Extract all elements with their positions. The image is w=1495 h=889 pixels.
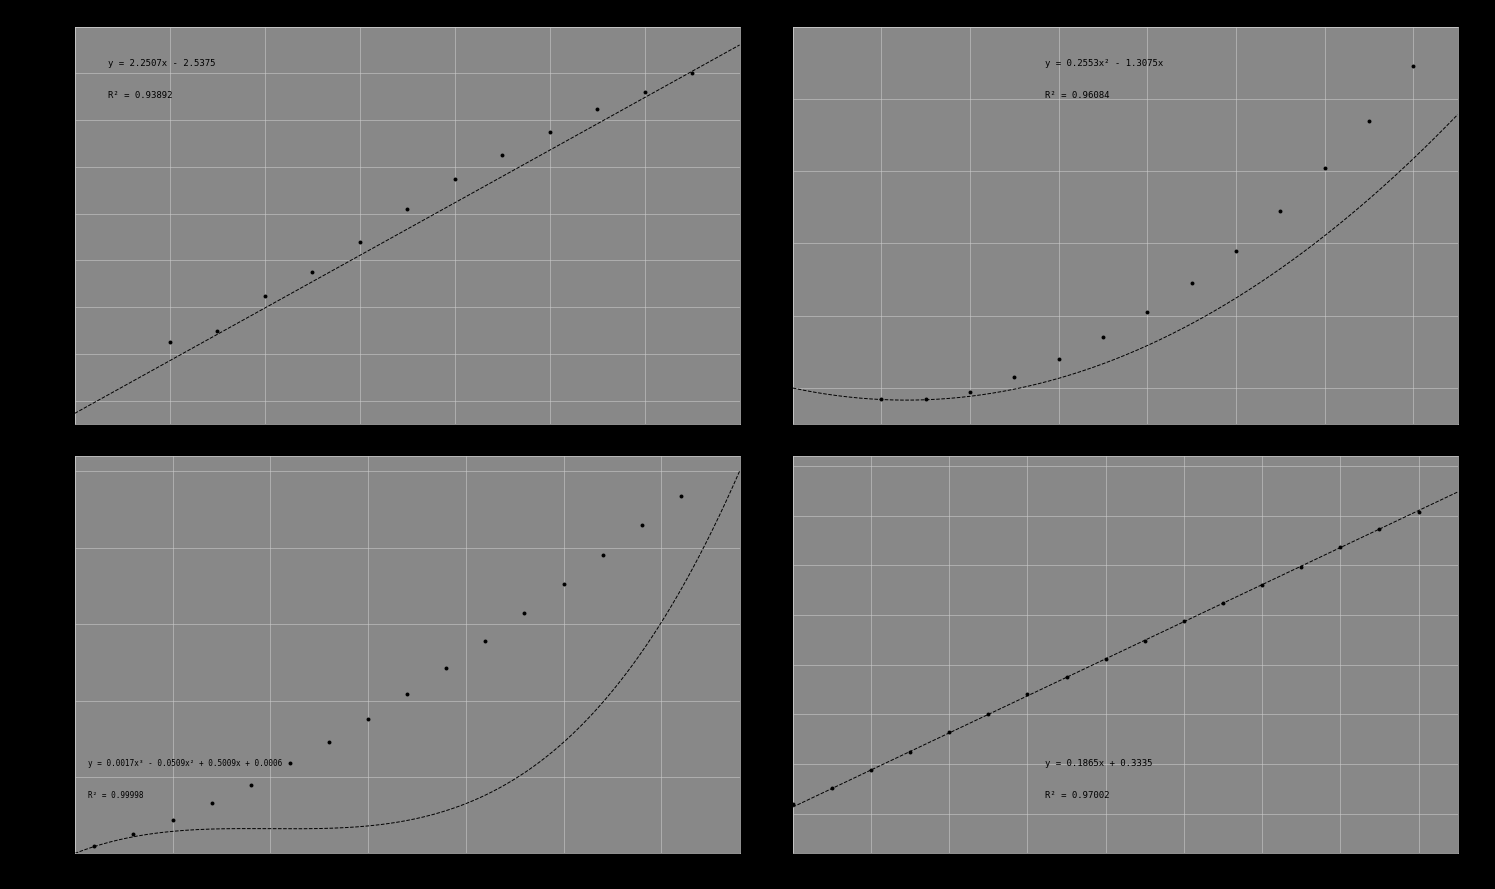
Point	[160, 813, 184, 827]
Point	[443, 172, 466, 186]
Point	[1135, 305, 1159, 319]
Point	[205, 324, 229, 338]
Text: y = 2.2507x - 2.5375: y = 2.2507x - 2.5375	[108, 60, 215, 68]
Point	[435, 661, 459, 676]
Point	[1368, 523, 1392, 537]
Point	[1003, 370, 1027, 384]
Point	[1401, 60, 1425, 74]
Text: y = 0.1865x + 0.3335: y = 0.1865x + 0.3335	[1045, 759, 1153, 768]
Point	[1250, 578, 1274, 592]
Point	[913, 392, 937, 406]
Point	[632, 85, 656, 100]
Point	[200, 796, 224, 810]
Text: R² = 0.93892: R² = 0.93892	[108, 92, 172, 100]
Point	[552, 577, 576, 591]
Point	[780, 797, 804, 811]
Point	[1054, 669, 1078, 684]
Text: R² = 0.96084: R² = 0.96084	[1045, 92, 1109, 100]
Point	[591, 549, 614, 563]
Point	[239, 778, 263, 792]
Point	[158, 335, 182, 349]
Point	[278, 757, 302, 771]
Point	[1046, 352, 1070, 366]
Point	[348, 235, 372, 249]
Point	[356, 712, 380, 726]
Point	[395, 202, 419, 216]
Point	[300, 265, 324, 279]
Point	[976, 708, 1000, 722]
Point	[538, 124, 562, 139]
Point	[629, 517, 653, 532]
Point	[958, 385, 982, 399]
Point	[82, 838, 106, 853]
Point	[1094, 652, 1118, 666]
Point	[1133, 634, 1157, 648]
Point	[1211, 596, 1235, 610]
Point	[1407, 504, 1431, 518]
Point	[898, 745, 922, 759]
Point	[474, 634, 498, 648]
Point	[1329, 541, 1353, 555]
Point	[513, 606, 537, 621]
Text: y = 0.2553x² - 1.3075x: y = 0.2553x² - 1.3075x	[1045, 60, 1163, 68]
Point	[1289, 560, 1313, 574]
Point	[680, 67, 704, 81]
Point	[1091, 331, 1115, 345]
Point	[1015, 687, 1039, 701]
Point	[1224, 244, 1248, 258]
Point	[668, 489, 692, 503]
Point	[1172, 613, 1196, 628]
Point	[253, 288, 277, 302]
Point	[585, 101, 608, 116]
Point	[121, 827, 145, 841]
Point	[395, 687, 419, 701]
Point	[1180, 276, 1203, 291]
Point	[937, 725, 961, 740]
Point	[819, 781, 843, 795]
Point	[1268, 204, 1292, 218]
Point	[1357, 114, 1381, 128]
Text: y = 0.0017x³ - 0.0509x² + 0.5009x + 0.0006: y = 0.0017x³ - 0.0509x² + 0.5009x + 0.00…	[88, 759, 283, 768]
Point	[490, 148, 514, 163]
Point	[860, 763, 884, 777]
Point	[870, 392, 894, 406]
Point	[1313, 161, 1337, 175]
Text: R² = 0.99998: R² = 0.99998	[88, 791, 144, 800]
Text: R² = 0.97002: R² = 0.97002	[1045, 791, 1109, 800]
Point	[317, 734, 341, 749]
